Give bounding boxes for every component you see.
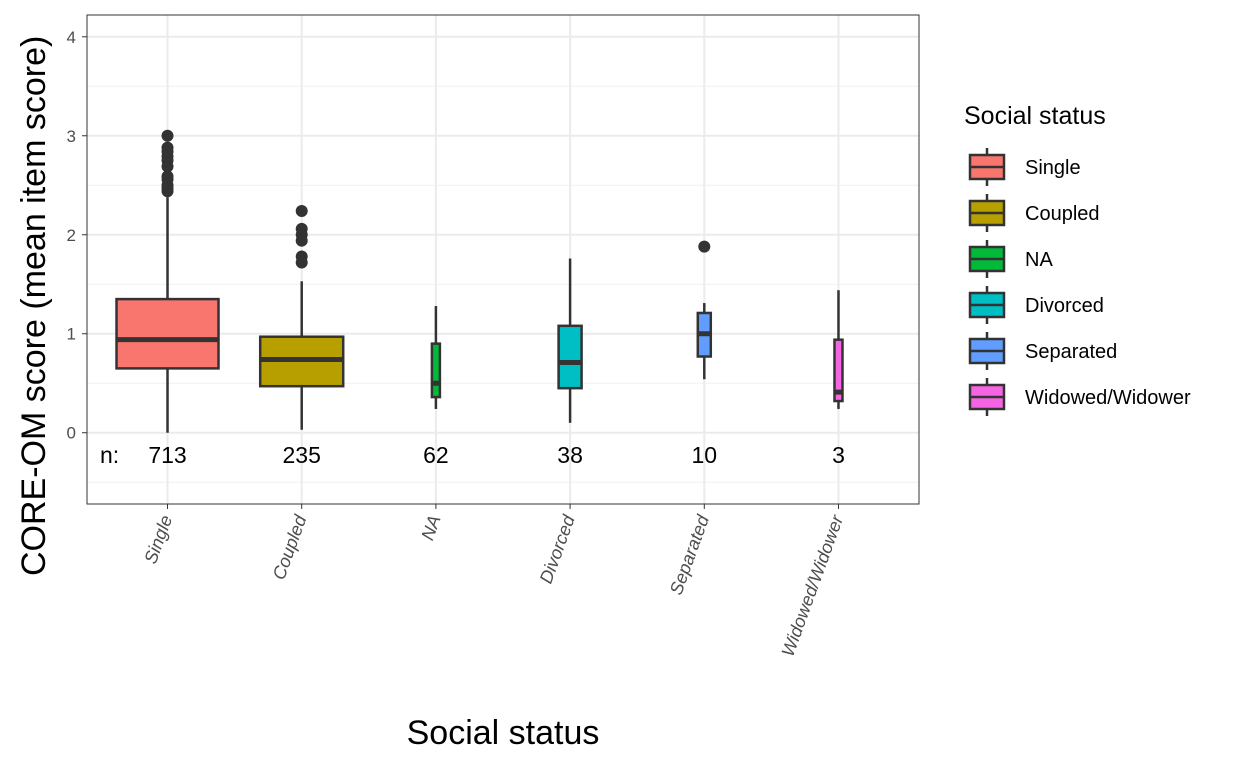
n-label: 713 <box>148 442 186 468</box>
n-prefix-label: n: <box>100 442 119 468</box>
legend-label: Coupled <box>1025 203 1100 225</box>
legend-item: NA <box>968 240 1053 278</box>
box-coupled <box>258 204 345 430</box>
outlier-point <box>161 129 174 142</box>
panel-background <box>87 15 919 504</box>
box-iqr <box>557 324 583 390</box>
legend-item: Coupled <box>968 194 1100 232</box>
x-tick-label: Divorced <box>536 512 579 587</box>
box-na <box>430 306 442 409</box>
legend-label: NA <box>1025 249 1053 271</box>
legend-label: Single <box>1025 157 1081 179</box>
x-tick-label: Separated <box>666 512 714 598</box>
grid <box>87 15 919 504</box>
n-label: 10 <box>691 442 717 468</box>
y-tick-label: 0 <box>67 424 76 443</box>
box-divorced <box>557 258 583 423</box>
legend-item: Widowed/Widower <box>968 378 1191 416</box>
box-iqr <box>430 342 442 399</box>
y-axis: 0 1 2 3 4 <box>67 28 87 443</box>
outlier-point <box>161 141 174 154</box>
boxes <box>115 129 844 433</box>
n-label: 3 <box>832 442 845 468</box>
legend-item: Divorced <box>968 286 1104 324</box>
y-tick-label: 1 <box>67 325 76 344</box>
box-separated <box>696 240 713 380</box>
outlier-point <box>295 250 308 263</box>
n-label: 38 <box>557 442 583 468</box>
x-tick-label: Coupled <box>269 512 311 583</box>
x-tick-label: NA <box>417 513 444 543</box>
x-axis: Single Coupled NA Divorced Separated Widowed/… <box>140 504 848 660</box>
outlier-point <box>295 222 308 235</box>
y-tick-label: 2 <box>67 226 76 245</box>
y-axis-title: CORE-OM score (mean item score) <box>15 36 53 576</box>
n-labels: n: 713 235 62 38 10 3 <box>100 442 845 468</box>
outlier-point <box>161 170 174 183</box>
box-iqr <box>833 338 844 403</box>
outlier-point <box>698 240 711 253</box>
legend-label: Widowed/Widower <box>1025 387 1191 409</box>
y-tick-label: 4 <box>67 28 76 47</box>
outlier-point <box>295 204 308 217</box>
legend-item: Separated <box>968 332 1117 370</box>
legend-label: Divorced <box>1025 295 1104 317</box>
box-single <box>115 129 220 433</box>
n-label: 235 <box>283 442 321 468</box>
legend-item: Single <box>968 148 1081 186</box>
legend-title: Social status <box>964 102 1106 130</box>
box-widowed-widower <box>833 290 844 409</box>
y-tick-label: 3 <box>67 127 76 146</box>
panel-border <box>86 14 920 505</box>
box-iqr <box>115 297 220 370</box>
legend: Social status Single Coupled NA Divorced Sep… <box>964 102 1191 416</box>
x-tick-label: Widowed/Widower <box>778 512 848 660</box>
x-tick-label: Single <box>140 513 176 567</box>
x-axis-title: Social status <box>407 714 600 752</box>
n-label: 62 <box>423 442 449 468</box>
legend-label: Separated <box>1025 341 1117 363</box>
